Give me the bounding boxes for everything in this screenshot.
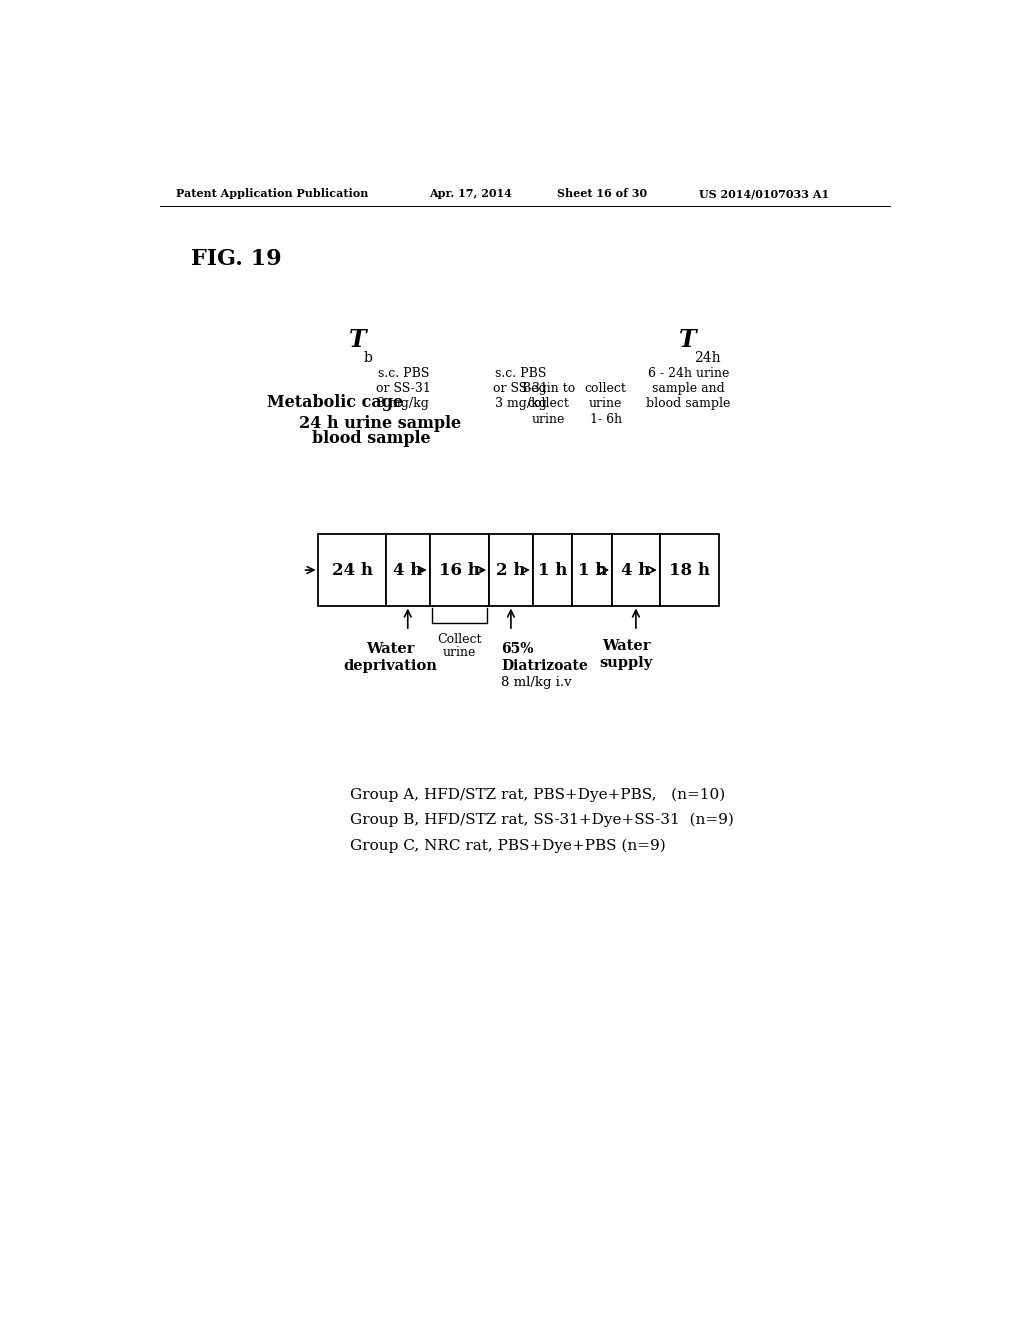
Text: Diatrizoate: Diatrizoate xyxy=(501,659,588,673)
Text: T: T xyxy=(679,327,696,351)
Bar xyxy=(489,535,532,606)
Text: urine: urine xyxy=(589,397,623,411)
Bar xyxy=(532,535,572,606)
Text: 24 h: 24 h xyxy=(332,561,373,578)
Text: 3 mg/kg: 3 mg/kg xyxy=(495,397,547,411)
Text: urine: urine xyxy=(442,647,476,659)
Text: Water: Water xyxy=(366,643,414,656)
Text: 1- 6h: 1- 6h xyxy=(590,413,622,425)
Text: Group C, NRC rat, PBS+Dye+PBS (n=9): Group C, NRC rat, PBS+Dye+PBS (n=9) xyxy=(350,838,666,853)
Text: Metabolic cage: Metabolic cage xyxy=(267,395,403,412)
Text: blood sample: blood sample xyxy=(646,397,730,411)
Text: Patent Application Publication: Patent Application Publication xyxy=(176,189,368,199)
Text: 4 h: 4 h xyxy=(393,561,423,578)
Text: 1 h: 1 h xyxy=(578,561,607,578)
Text: sample and: sample and xyxy=(652,383,725,395)
Text: collect: collect xyxy=(585,383,627,395)
Text: Group B, HFD/STZ rat, SS-31+Dye+SS-31  (n=9): Group B, HFD/STZ rat, SS-31+Dye+SS-31 (n… xyxy=(350,813,734,828)
Text: 3 mg/kg: 3 mg/kg xyxy=(378,397,429,411)
Bar xyxy=(430,535,489,606)
Text: 4 h: 4 h xyxy=(622,561,650,578)
Text: deprivation: deprivation xyxy=(343,659,437,673)
Text: 1 h: 1 h xyxy=(538,561,567,578)
Text: supply: supply xyxy=(600,656,653,669)
Bar xyxy=(386,535,430,606)
Text: s.c. PBS: s.c. PBS xyxy=(496,367,547,380)
Text: b: b xyxy=(364,351,373,364)
Text: or SS-31: or SS-31 xyxy=(376,383,431,395)
Text: blood sample: blood sample xyxy=(312,430,431,447)
Text: Water: Water xyxy=(602,639,650,653)
Text: T: T xyxy=(348,327,367,351)
Text: FIG. 19: FIG. 19 xyxy=(191,248,283,271)
Text: 18 h: 18 h xyxy=(669,561,710,578)
Text: Sheet 16 of 30: Sheet 16 of 30 xyxy=(557,189,647,199)
Text: Apr. 17, 2014: Apr. 17, 2014 xyxy=(430,189,512,199)
Text: or SS-31: or SS-31 xyxy=(494,383,548,395)
Bar xyxy=(612,535,659,606)
Text: collect: collect xyxy=(527,397,569,411)
Text: 65%: 65% xyxy=(501,643,534,656)
Text: urine: urine xyxy=(531,413,565,425)
Text: 6 - 24h urine: 6 - 24h urine xyxy=(647,367,729,380)
Text: Begin to: Begin to xyxy=(522,383,575,395)
Text: Collect: Collect xyxy=(437,634,481,645)
Bar xyxy=(659,535,719,606)
Bar xyxy=(318,535,386,606)
Text: 24 h urine sample: 24 h urine sample xyxy=(299,414,461,432)
Text: 24h: 24h xyxy=(694,351,721,364)
Text: 2 h: 2 h xyxy=(497,561,525,578)
Bar xyxy=(572,535,612,606)
Text: s.c. PBS: s.c. PBS xyxy=(378,367,429,380)
Text: US 2014/0107033 A1: US 2014/0107033 A1 xyxy=(699,189,829,199)
Text: 8 ml/kg i.v: 8 ml/kg i.v xyxy=(501,676,571,689)
Text: 16 h: 16 h xyxy=(439,561,480,578)
Text: Group A, HFD/STZ rat, PBS+Dye+PBS,   (n=10): Group A, HFD/STZ rat, PBS+Dye+PBS, (n=10… xyxy=(350,787,725,801)
